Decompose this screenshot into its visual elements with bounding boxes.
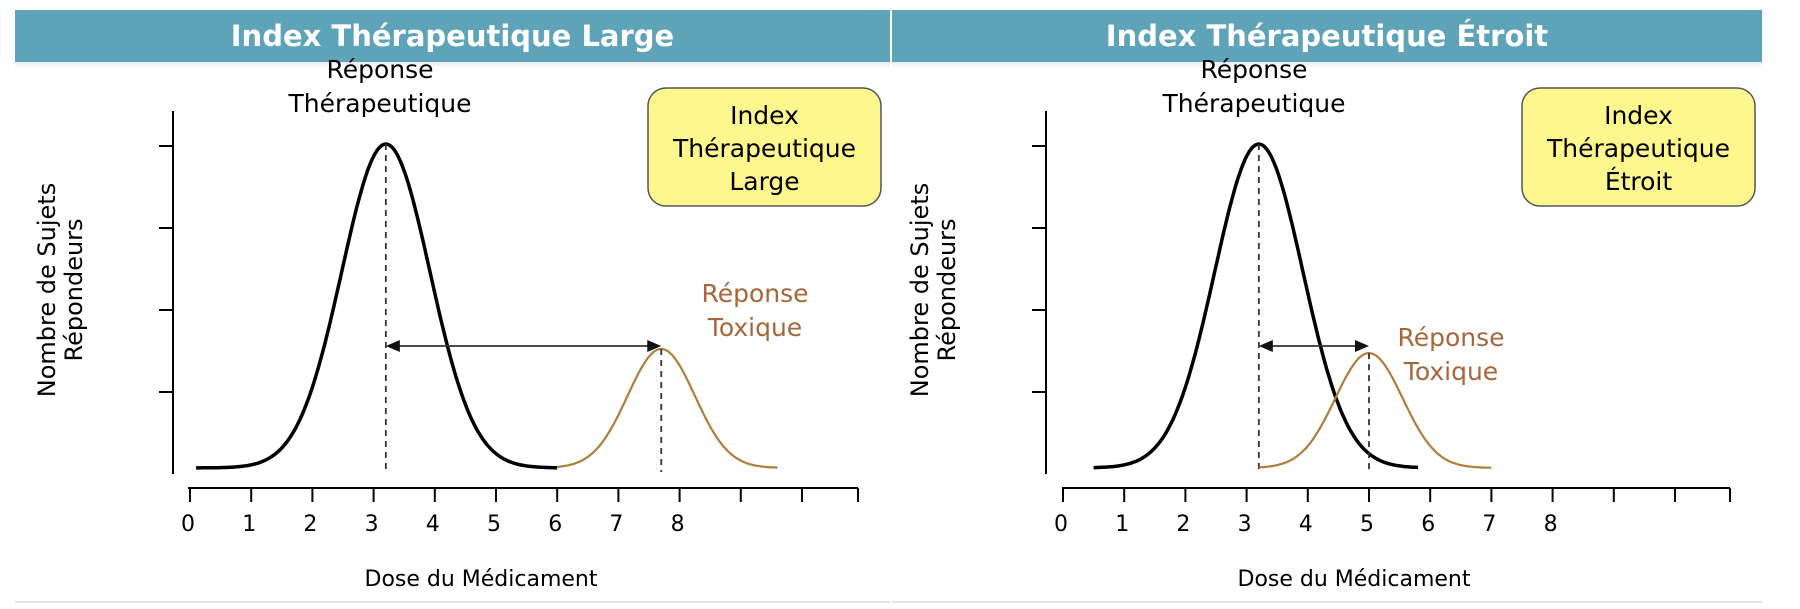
bottom-rule <box>892 601 1762 603</box>
x-axis-label: Dose du Médicament <box>365 567 598 592</box>
therapeutic-label: Réponse <box>1200 55 1307 84</box>
toxic-label: Réponse <box>701 279 808 308</box>
x-tick-label: 8 <box>671 512 685 537</box>
therapeutic-label: Réponse <box>326 55 433 84</box>
arrow-head-left <box>385 340 400 352</box>
index-box-label: Large <box>729 167 799 196</box>
therapeutic-response-curve <box>196 142 558 470</box>
x-tick-label: 5 <box>487 512 501 537</box>
x-tick-label: 0 <box>181 512 195 537</box>
x-tick-label: 2 <box>303 512 317 537</box>
arrow-head-right <box>1355 340 1369 352</box>
y-axis-label: Nombre de Sujets <box>906 183 934 397</box>
x-tick-label: 7 <box>609 512 623 537</box>
chart-panel-large: Index Thérapeutique Large 0 1 2 3 4 5 6 7 8 Dose … <box>0 0 890 609</box>
bottom-rule <box>15 601 890 603</box>
therapeutic-label: Thérapeutique <box>1161 89 1345 118</box>
index-box-label: Thérapeutique <box>1546 134 1730 163</box>
y-axis-label: Répondeurs <box>933 218 961 361</box>
therapeutic-label: Thérapeutique <box>287 89 471 118</box>
index-box-label: Étroit <box>1605 167 1673 196</box>
x-tick-label: 7 <box>1482 512 1496 537</box>
chart-title: Index Thérapeutique Large <box>15 10 890 62</box>
toxic-label: Réponse <box>1397 323 1504 352</box>
index-box <box>1521 87 1756 207</box>
y-axis-label: Répondeurs <box>60 218 88 361</box>
x-tick-label: 6 <box>548 512 562 537</box>
toxic-label: Toxique <box>707 313 802 342</box>
x-tick-label: 3 <box>365 512 379 537</box>
x-tick-label: 4 <box>1299 512 1313 537</box>
chart-title: Index Thérapeutique Étroit <box>892 10 1762 62</box>
x-tick-label: 4 <box>426 512 440 537</box>
index-box-label: Thérapeutique <box>672 134 856 163</box>
x-tick-label: 3 <box>1238 512 1252 537</box>
x-tick-label: 1 <box>1115 512 1129 537</box>
x-tick-label: 0 <box>1054 512 1068 537</box>
therapeutic-response-curve <box>1093 142 1419 470</box>
toxic-label: Toxique <box>1403 357 1498 386</box>
toxic-response-curve <box>557 347 778 469</box>
chart-plot: 0 1 2 3 4 5 6 7 8 Dose du Médicament Nombre de Suj… <box>33 55 882 592</box>
x-tick-label: 8 <box>1544 512 1558 537</box>
arrow-head-right <box>647 340 662 352</box>
x-tick-label: 6 <box>1421 512 1435 537</box>
x-tick-label: 5 <box>1360 512 1374 537</box>
index-box <box>647 87 882 207</box>
x-axis-label: Dose du Médicament <box>1238 567 1471 592</box>
y-axis-label: Nombre de Sujets <box>33 183 61 397</box>
chart-plot: 0 1 2 3 4 5 6 7 8 Dose du Médicament Nombre de Suj… <box>906 55 1756 592</box>
banner-shadow <box>892 62 1762 68</box>
toxic-response-curve <box>1258 351 1492 469</box>
x-tick-label: 1 <box>242 512 256 537</box>
arrow-head-left <box>1258 340 1273 352</box>
index-box-label: Index <box>1604 101 1673 130</box>
index-box-label: Index <box>730 101 799 130</box>
x-tick-label: 2 <box>1176 512 1190 537</box>
banner-shadow <box>15 62 890 68</box>
chart-panel-narrow: Index Thérapeutique Étroit 0 1 2 3 4 5 6 7 8 Dose… <box>892 0 1800 609</box>
